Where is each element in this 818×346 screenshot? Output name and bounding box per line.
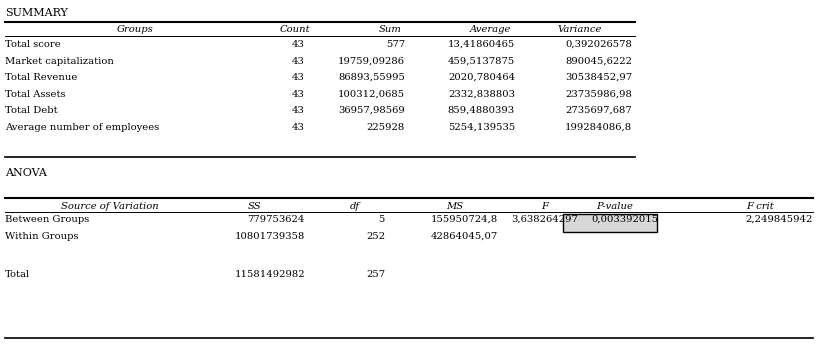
Bar: [563, 214, 657, 232]
Text: 100312,0685: 100312,0685: [338, 90, 405, 99]
Text: 2020,780464: 2020,780464: [448, 73, 515, 82]
Text: 86893,55995: 86893,55995: [338, 73, 405, 82]
Text: 225928: 225928: [366, 123, 405, 132]
Text: Count: Count: [280, 25, 310, 34]
Text: 2332,838803: 2332,838803: [448, 90, 515, 99]
Text: 577: 577: [386, 40, 405, 49]
Text: Market capitalization: Market capitalization: [5, 57, 114, 66]
Text: 859,4880393: 859,4880393: [448, 106, 515, 115]
Text: Total score: Total score: [5, 40, 61, 49]
Text: 13,41860465: 13,41860465: [447, 40, 515, 49]
Text: P-value: P-value: [596, 202, 633, 211]
Text: 252: 252: [366, 232, 385, 241]
Text: 43: 43: [292, 106, 305, 115]
Text: 0,392026578: 0,392026578: [565, 40, 632, 49]
Text: 3,638264297: 3,638264297: [511, 215, 578, 224]
Text: 2,249845942: 2,249845942: [746, 215, 813, 224]
Text: Total Assets: Total Assets: [5, 90, 65, 99]
Text: 0,003392015: 0,003392015: [591, 215, 658, 224]
Text: 199284086,8: 199284086,8: [565, 123, 632, 132]
Text: Total Debt: Total Debt: [5, 106, 57, 115]
Text: 43: 43: [292, 90, 305, 99]
Text: Sum: Sum: [379, 25, 402, 34]
Text: 30538452,97: 30538452,97: [565, 73, 632, 82]
Text: 19759,09286: 19759,09286: [338, 57, 405, 66]
Text: Source of Variation: Source of Variation: [61, 202, 159, 211]
Text: 42864045,07: 42864045,07: [431, 232, 498, 241]
Text: SUMMARY: SUMMARY: [5, 8, 68, 18]
Text: 5: 5: [379, 215, 385, 224]
Text: 257: 257: [366, 270, 385, 279]
Text: 43: 43: [292, 73, 305, 82]
Text: 23735986,98: 23735986,98: [565, 90, 632, 99]
Text: Total: Total: [5, 270, 30, 279]
Text: 2735697,687: 2735697,687: [565, 106, 632, 115]
Text: df: df: [350, 202, 360, 211]
Text: Between Groups: Between Groups: [5, 215, 89, 224]
Text: 155950724,8: 155950724,8: [431, 215, 498, 224]
Text: 36957,98569: 36957,98569: [339, 106, 405, 115]
Text: 10801739358: 10801739358: [235, 232, 305, 241]
Text: Groups: Groups: [117, 25, 154, 34]
Text: F crit: F crit: [746, 202, 774, 211]
Text: 43: 43: [292, 40, 305, 49]
Text: 11581492982: 11581492982: [235, 270, 305, 279]
Text: F: F: [542, 202, 549, 211]
Text: SS: SS: [248, 202, 262, 211]
Text: Total Revenue: Total Revenue: [5, 73, 78, 82]
Text: MS: MS: [447, 202, 464, 211]
Text: 43: 43: [292, 123, 305, 132]
Text: 5254,139535: 5254,139535: [447, 123, 515, 132]
Text: 779753624: 779753624: [248, 215, 305, 224]
Text: Within Groups: Within Groups: [5, 232, 79, 241]
Text: Average: Average: [470, 25, 510, 34]
Text: ANOVA: ANOVA: [5, 168, 47, 178]
Text: 459,5137875: 459,5137875: [447, 57, 515, 66]
Text: 43: 43: [292, 57, 305, 66]
Text: Variance: Variance: [558, 25, 602, 34]
Text: Average number of employees: Average number of employees: [5, 123, 160, 132]
Text: 890045,6222: 890045,6222: [565, 57, 632, 66]
